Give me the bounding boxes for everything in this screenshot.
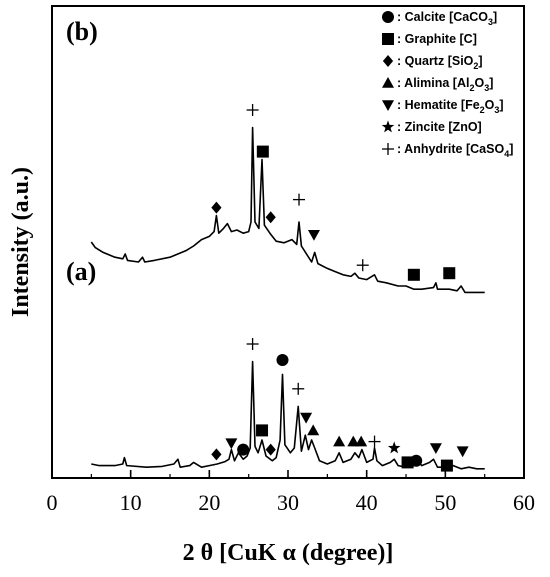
panel-label: (a) (66, 257, 96, 286)
triangle-up-marker (347, 435, 360, 447)
legend-entry: : Zincite [ZnO] (381, 120, 482, 134)
square-marker (407, 268, 420, 281)
legend-label: : Anhydrite [CaSO4] (397, 142, 513, 159)
triangle-up-marker (382, 77, 394, 88)
square-marker (382, 33, 394, 45)
diamond-marker (211, 448, 222, 461)
legend-label: : Hematite [Fe2O3] (397, 98, 504, 115)
circle-marker (237, 443, 250, 456)
circle-marker (276, 354, 289, 366)
legend-label: : Quartz [SiO2] (397, 54, 483, 71)
plus-marker (368, 435, 381, 448)
x-tick-label: 30 (277, 490, 299, 515)
triangle-down-marker (225, 438, 238, 450)
x-tick-label: 40 (356, 490, 378, 515)
legend-entry: : Graphite [C] (382, 32, 477, 46)
square-marker (256, 145, 269, 158)
square-marker (401, 456, 414, 469)
panel-label: (b) (66, 17, 98, 46)
spectrum-line (91, 360, 485, 470)
legend-entry: : Alimina [Al2O3] (382, 76, 493, 93)
triangle-up-marker (307, 424, 320, 436)
legend-label: : Zincite [ZnO] (397, 120, 482, 134)
diamond-marker (265, 211, 276, 224)
x-tick-label: 10 (120, 490, 142, 515)
panel-a: (a) (66, 257, 485, 472)
panel-b: (b) (66, 17, 485, 294)
x-tick-label: 60 (513, 490, 535, 515)
triangle-down-marker (429, 443, 442, 454)
legend-label: : Graphite [C] (397, 32, 477, 46)
legend-entry: : Quartz [SiO2] (382, 54, 483, 71)
diamond-marker (265, 443, 276, 456)
plus-marker (246, 104, 259, 116)
plus-marker (356, 259, 369, 272)
x-tick-label: 50 (434, 490, 456, 515)
square-marker (443, 267, 456, 280)
legend-label: : Calcite [CaCO3] (397, 10, 497, 27)
triangle-down-marker (456, 446, 469, 458)
spectra: (b) (a) (66, 17, 485, 472)
triangle-down-marker (300, 412, 313, 424)
square-marker (440, 459, 453, 472)
plus-marker (293, 193, 306, 206)
triangle-up-marker (355, 435, 368, 447)
plus-marker (246, 338, 259, 350)
legend-entry: : Hematite [Fe2O3] (382, 98, 504, 115)
star-marker (387, 441, 401, 454)
x-tick-label: 20 (198, 490, 220, 515)
diamond-marker (211, 201, 222, 214)
diamond-marker (382, 55, 394, 67)
legend-entry: : Anhydrite [CaSO4] (382, 142, 513, 159)
legend-label: : Alimina [Al2O3] (397, 76, 493, 93)
y-axis-label: Intensity (a.u.) (8, 167, 34, 317)
star-marker (381, 120, 395, 133)
x-axis: 0 10 20 30 40 50 60 (47, 470, 535, 515)
triangle-down-marker (307, 230, 320, 241)
square-marker (256, 424, 269, 437)
spectrum-line (90, 126, 485, 294)
triangle-down-marker (382, 100, 394, 111)
legend: : Calcite [CaCO3] : Graphite [C] : Quartz … (381, 10, 513, 159)
x-axis-label: 2 θ [CuK α (degree)] (183, 540, 394, 566)
legend-entry: : Calcite [CaCO3] (382, 10, 497, 27)
x-tick-label: 0 (47, 490, 58, 515)
plus-marker (382, 143, 394, 155)
circle-marker (382, 11, 394, 23)
triangle-up-marker (333, 435, 346, 447)
plus-marker (292, 382, 305, 395)
